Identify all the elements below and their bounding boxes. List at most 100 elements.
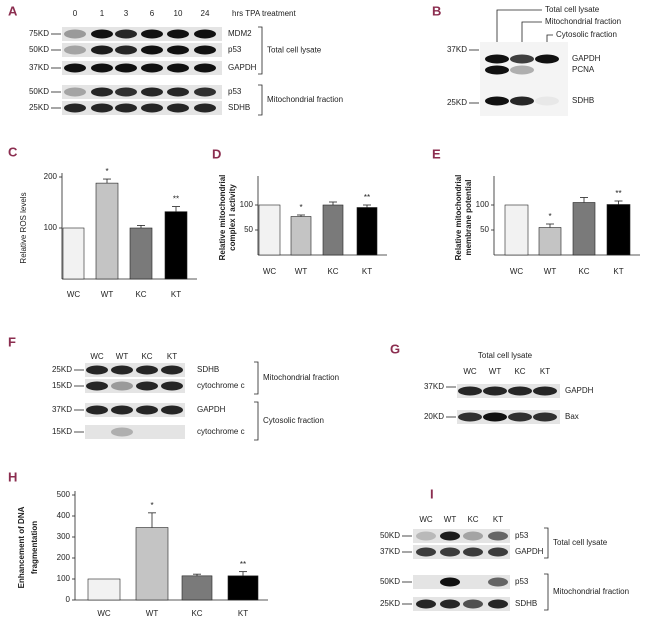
significance-mark: * xyxy=(150,501,153,510)
blot-band xyxy=(91,87,113,97)
lane-label: KT xyxy=(540,367,550,376)
blot-band xyxy=(510,54,534,64)
bar xyxy=(504,204,529,256)
lane-label: KC xyxy=(141,352,152,361)
x-tick-label: KC xyxy=(135,290,146,299)
significance-mark: ** xyxy=(240,560,246,569)
band-label: p53 xyxy=(228,87,242,96)
significance-mark: * xyxy=(299,203,302,212)
x-tick-label: WC xyxy=(510,267,524,276)
blot-band xyxy=(91,103,113,113)
significance-mark: ** xyxy=(364,193,370,202)
blot-band xyxy=(488,577,508,587)
x-tick-label: WT xyxy=(295,267,308,276)
blot-band xyxy=(115,87,137,97)
y-axis-label: Relative mitochondrial xyxy=(454,175,463,261)
group-bracket xyxy=(544,573,549,611)
x-tick-label: KT xyxy=(238,609,248,618)
y-tick-label: 500 xyxy=(57,490,71,499)
blot-band xyxy=(533,412,557,422)
marker-label: 20KD xyxy=(424,412,444,421)
band-label: cytochrome c xyxy=(197,381,245,390)
group-bracket xyxy=(258,84,263,116)
y-tick-label: 100 xyxy=(44,223,58,232)
header-label: Mitochondrial fraction xyxy=(545,17,621,26)
group-label: Total cell lysate xyxy=(553,538,608,547)
y-tick-label: 100 xyxy=(240,200,254,209)
blot-band xyxy=(483,412,507,422)
y-axis-label: complex I activity xyxy=(228,184,237,251)
blot-band xyxy=(485,54,509,64)
bar xyxy=(538,227,562,256)
blot-band xyxy=(440,599,460,609)
band-label: cytochrome c xyxy=(197,427,245,436)
x-tick-label: KT xyxy=(362,267,372,276)
blot-band xyxy=(64,103,86,113)
blot-strip xyxy=(85,403,185,417)
band-label: MDM2 xyxy=(228,29,252,38)
bar xyxy=(135,527,169,601)
header-connector xyxy=(496,9,542,42)
blot-band xyxy=(86,405,108,415)
lane-label: 3 xyxy=(124,9,129,18)
blot-band xyxy=(136,405,158,415)
x-tick-label: WC xyxy=(67,290,81,299)
group-bracket xyxy=(258,26,263,75)
blot-band xyxy=(194,87,216,97)
marker-label: 25KD xyxy=(29,103,49,112)
blot-band xyxy=(111,405,133,415)
blot-band xyxy=(167,45,189,55)
panel-letter: D xyxy=(212,146,221,161)
lane-label: 10 xyxy=(174,9,183,18)
blot-band xyxy=(416,547,436,557)
band-label: GAPDH xyxy=(515,547,544,556)
marker-label: 37KD xyxy=(424,382,444,391)
significance-mark: * xyxy=(105,167,108,176)
x-tick-label: KC xyxy=(327,267,338,276)
bar xyxy=(62,227,85,280)
marker-label: 50KD xyxy=(29,87,49,96)
blot-band xyxy=(64,87,86,97)
bar xyxy=(87,578,121,601)
lane-label: WC xyxy=(463,367,477,376)
blot-band xyxy=(141,45,163,55)
panel-letter: A xyxy=(8,3,18,18)
bar xyxy=(290,216,312,256)
lane-label: 1 xyxy=(100,9,105,18)
group-label: Total cell lysate xyxy=(267,46,322,55)
bar xyxy=(164,211,188,280)
marker-label: 37KD xyxy=(380,547,400,556)
bar xyxy=(356,207,378,256)
blot-band xyxy=(141,63,163,73)
blot-band xyxy=(86,381,108,391)
bar xyxy=(322,204,344,256)
blot-band xyxy=(64,29,86,39)
band-label: SDHB xyxy=(515,599,537,608)
header-connector xyxy=(521,21,542,42)
header-connector xyxy=(546,34,553,42)
marker-label: 25KD xyxy=(52,365,72,374)
blot-band xyxy=(508,386,532,396)
bar xyxy=(572,202,596,256)
blot-band xyxy=(64,63,86,73)
y-tick-label: 100 xyxy=(476,200,490,209)
blot-band xyxy=(136,365,158,375)
lane-label: KT xyxy=(167,352,177,361)
band-label: PCNA xyxy=(572,65,595,74)
group-bracket xyxy=(254,361,259,395)
y-tick-label: 400 xyxy=(57,511,71,520)
marker-label: 50KD xyxy=(29,45,49,54)
header-label: Total cell lysate xyxy=(545,5,600,14)
y-tick-label: 50 xyxy=(480,225,489,234)
blot-band xyxy=(91,29,113,39)
header-label: Cytosolic fraction xyxy=(556,30,617,39)
x-tick-label: KT xyxy=(171,290,181,299)
blot-strip xyxy=(413,575,510,589)
x-tick-label: WT xyxy=(101,290,114,299)
blot-strip xyxy=(85,363,185,377)
blot-band xyxy=(161,365,183,375)
blot-band xyxy=(535,96,559,106)
group-label: Mitochondrial fraction xyxy=(267,95,343,104)
panel-letter: B xyxy=(432,3,441,18)
blot-band xyxy=(535,54,559,64)
